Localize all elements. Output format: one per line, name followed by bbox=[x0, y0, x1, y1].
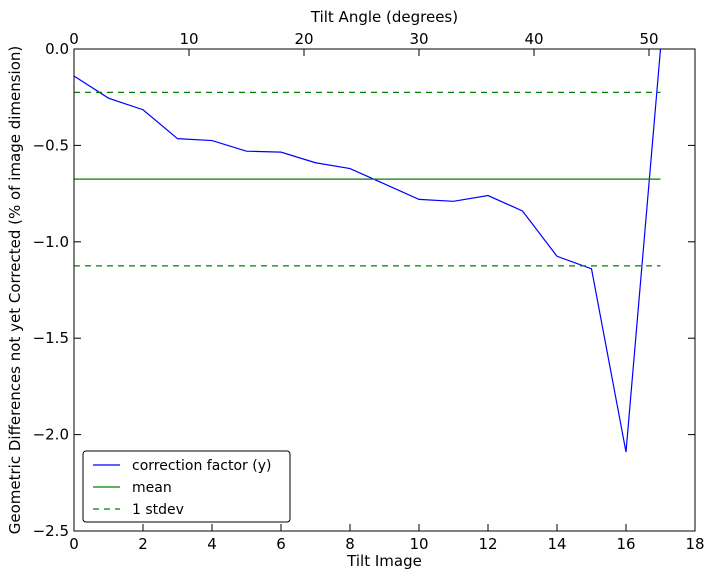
plot-layer bbox=[73, 48, 662, 453]
legend-box bbox=[82, 450, 291, 523]
top-axis-title: Tilt Angle (degrees) bbox=[310, 8, 458, 26]
top-x-tick-label: 40 bbox=[524, 30, 543, 48]
ticks-layer: 0 2 4 6 8 10 12 14 16 180.0−0.5−1.0−1.5−2.0−2.50 1… bbox=[33, 30, 705, 553]
top-x-tick-label: 0 bbox=[69, 30, 79, 48]
x-tick-label: 2 bbox=[138, 535, 148, 553]
top-x-tick-label: 30 bbox=[409, 30, 428, 48]
legend-label: mean bbox=[132, 480, 172, 496]
y-tick-label: 0.0 bbox=[45, 40, 69, 58]
x-tick-label: 0 bbox=[69, 535, 79, 553]
legend-label: correction factor (y) bbox=[132, 458, 271, 474]
x-tick-label: 16 bbox=[616, 535, 635, 553]
y-tick-label: −2.0 bbox=[33, 426, 69, 444]
y-tick-label: −1.0 bbox=[33, 233, 69, 251]
legend-label: 1 stdev bbox=[132, 502, 184, 518]
top-x-tick-label: 10 bbox=[179, 30, 198, 48]
series-line-0 bbox=[73, 48, 662, 453]
plot-frame bbox=[73, 48, 696, 532]
y-axis-title: Geometric Differences not yet Corrected … bbox=[6, 46, 24, 535]
x-tick-label: 12 bbox=[478, 535, 497, 553]
x-tick-label: 18 bbox=[685, 535, 704, 553]
legend: correction factor (y) mean 1 stdev bbox=[82, 450, 291, 523]
x-tick-label: 6 bbox=[276, 535, 286, 553]
top-x-tick-label: 50 bbox=[639, 30, 658, 48]
y-tick-label: −1.5 bbox=[33, 329, 69, 347]
x-tick-label: 14 bbox=[547, 535, 566, 553]
x-tick-label: 8 bbox=[345, 535, 355, 553]
y-tick-label: −0.5 bbox=[33, 136, 69, 154]
y-tick-label: −2.5 bbox=[33, 522, 69, 540]
top-x-tick-label: 20 bbox=[294, 30, 313, 48]
x-tick-label: 10 bbox=[409, 535, 428, 553]
x-axis-title: Tilt Image bbox=[346, 552, 422, 570]
x-tick-label: 4 bbox=[207, 535, 217, 553]
